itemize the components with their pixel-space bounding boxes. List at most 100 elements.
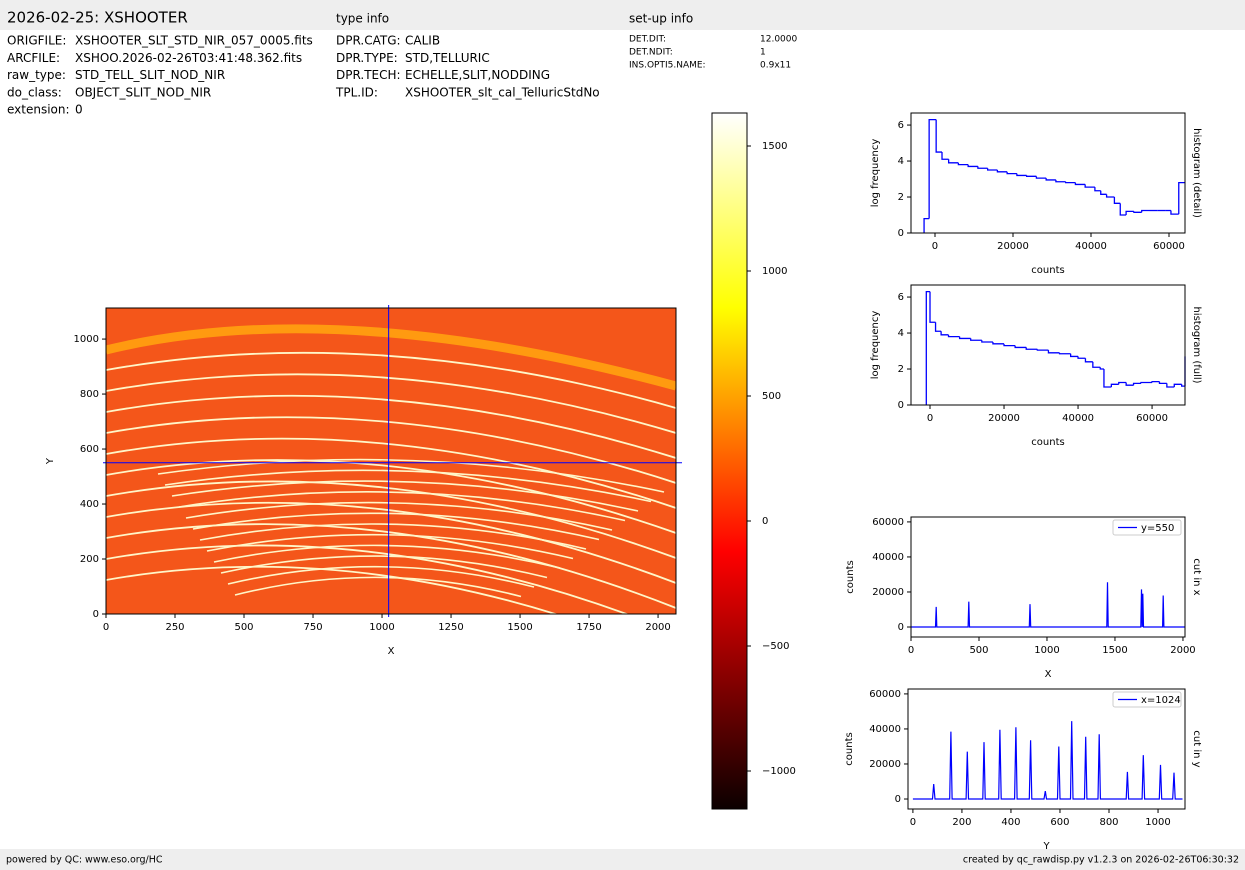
y-tick-label: 4 [898, 156, 904, 167]
field-label: raw_type: [7, 68, 66, 82]
x-tick-label: 40000 [1075, 241, 1107, 252]
histogram-step [1058, 352, 1071, 355]
y-tick-label: 200 [80, 554, 99, 565]
field-value: 0.9x11 [760, 61, 791, 71]
echelle-order [106, 351, 676, 409]
y-tick-label: 40000 [869, 724, 901, 735]
histogram-step [1084, 358, 1093, 363]
y-tick-label: 60000 [869, 689, 901, 700]
histogram-step [923, 217, 930, 233]
colorbar-tick-label: −500 [762, 641, 789, 652]
x-tick-label: 2000 [1170, 645, 1195, 656]
x-tick-label: 1000 [1034, 645, 1059, 656]
legend-label: x=1024 [1141, 695, 1181, 706]
y-tick-label: 0 [898, 228, 904, 239]
echelle-order [106, 437, 676, 509]
side-label: histogram (full) [1191, 306, 1202, 383]
field-label: DPR.CATG: [336, 34, 401, 48]
histogram-step [1026, 175, 1037, 177]
echelle-order [227, 565, 535, 588]
legend-label: y=550 [1141, 523, 1174, 534]
histogram-step [1003, 343, 1016, 347]
colorbar-tick-label: 0 [762, 516, 768, 527]
histogram-step [1113, 197, 1121, 204]
histogram-step [1118, 381, 1127, 385]
x-tick-label: 250 [165, 622, 184, 633]
field-label: do_class: [7, 85, 62, 99]
histogram-step [957, 162, 969, 166]
field-label: TPL.ID: [335, 85, 378, 99]
y-axis-label: log frequency [870, 139, 881, 208]
plot-frame [105, 307, 677, 615]
field-value: STD_TELL_SLIT_NOD_NIR [75, 68, 225, 82]
x-tick-label: 1250 [438, 622, 463, 633]
y-tick-label: 60000 [872, 517, 904, 528]
field-value: XSHOOTER_slt_cal_TelluricStdNo [405, 85, 600, 99]
histogram-step [1110, 383, 1119, 388]
echelle-order [213, 544, 561, 569]
histogram-step [1158, 381, 1167, 385]
field-value: STD,TELLURIC [405, 51, 490, 65]
y-tick-label: 4 [898, 328, 904, 339]
y-tick-label: 0 [898, 400, 904, 411]
x-tick-label: 1500 [1102, 645, 1127, 656]
histogram-step [1178, 181, 1185, 215]
echelle-order [106, 373, 676, 434]
y-tick-label: 40000 [872, 552, 904, 563]
echelle-order [171, 480, 639, 512]
x-axis-label: X [1045, 669, 1052, 680]
histogram-step [1125, 382, 1134, 386]
echelle-order [106, 544, 630, 614]
histogram-step [947, 334, 960, 338]
histogram-step [1170, 210, 1179, 215]
histogram-step [1105, 194, 1115, 198]
histogram-step [935, 119, 943, 153]
side-label: cut in x [1191, 558, 1202, 595]
series-line [911, 582, 1185, 628]
y-tick-label: 2 [898, 192, 904, 203]
histogram-step [1133, 211, 1142, 213]
echelle-order [164, 469, 652, 503]
x-tick-label: 2000 [645, 622, 670, 633]
x-axis-label: Y [1042, 841, 1050, 852]
image-background [106, 308, 676, 614]
y-tick-label: 2 [898, 364, 904, 375]
field-value: ECHELLE,SLIT,NODDING [405, 68, 550, 82]
histogram-step [1092, 361, 1101, 368]
histogram-step [958, 336, 971, 340]
y-axis-label: counts [845, 560, 856, 593]
histogram-step [981, 340, 993, 343]
echelle-order [106, 394, 676, 459]
field-label: DPR.TECH: [336, 68, 401, 82]
image-layer [106, 308, 676, 614]
side-label: cut in y [1191, 730, 1202, 767]
y-tick-label: 1000 [74, 334, 99, 345]
x-tick-label: 0 [932, 241, 938, 252]
plot-frame [910, 284, 1186, 406]
histogram-step [1065, 181, 1076, 184]
echelle-order [178, 491, 626, 522]
echelle-order [185, 501, 613, 531]
x-tick-label: 1000 [369, 622, 394, 633]
page-title: 2026-02-25: XSHOOTER [7, 9, 188, 27]
x-tick-label: 0 [103, 622, 109, 633]
y-tick-label: 20000 [869, 759, 901, 770]
field-label: DET.NDIT: [629, 48, 673, 58]
field-value: 0 [75, 103, 83, 117]
echelle-order [157, 458, 665, 493]
histogram-step [928, 119, 937, 219]
echelle-order [206, 533, 574, 560]
field-value: XSHOOTER_SLT_STD_NIR_057_0005.fits [75, 34, 313, 48]
echelle-order [220, 555, 548, 579]
histogram-step [1100, 190, 1107, 195]
x-tick-label: 400 [1001, 817, 1020, 828]
side-label: histogram (detail) [1191, 128, 1202, 218]
footer-band [0, 849, 1245, 870]
x-axis-label: counts [1031, 437, 1064, 448]
colorbar-tick-label: 1000 [762, 266, 787, 277]
histogram-step [996, 170, 1008, 173]
field-label: INS.OPTI5.NAME: [629, 61, 706, 71]
field-label: DPR.TYPE: [336, 51, 398, 65]
histogram-step [1055, 179, 1066, 183]
x-tick-label: 1750 [576, 622, 601, 633]
